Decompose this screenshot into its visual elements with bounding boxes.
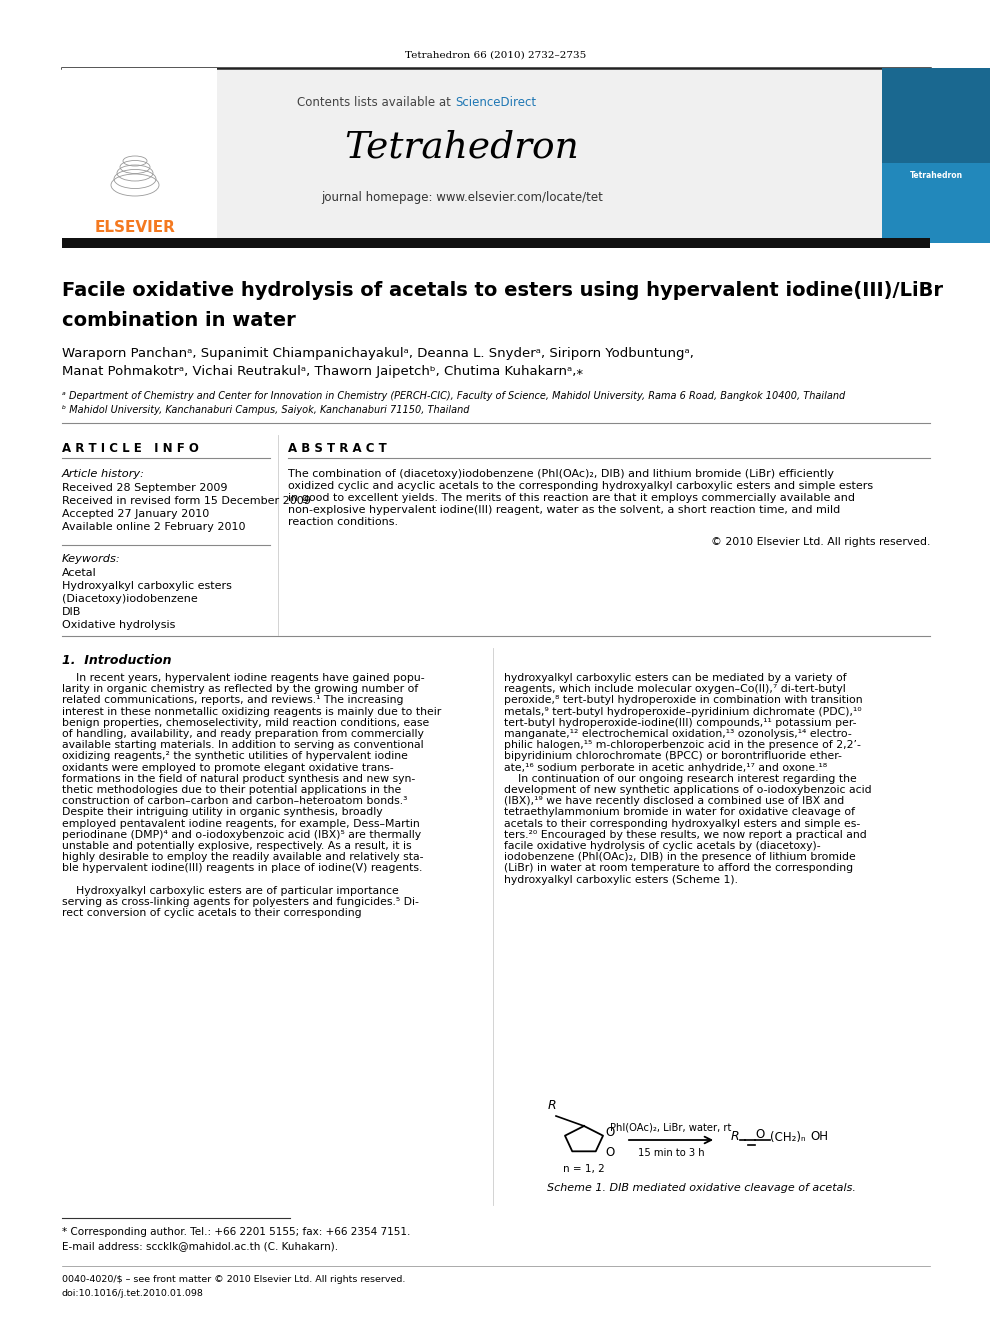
Text: periodinane (DMP)⁴ and o-iodoxybenzoic acid (IBX)⁵ are thermally: periodinane (DMP)⁴ and o-iodoxybenzoic a… — [62, 830, 422, 840]
Text: O: O — [755, 1127, 764, 1140]
Text: ble hypervalent iodine(III) reagents in place of iodine(V) reagents.: ble hypervalent iodine(III) reagents in … — [62, 864, 423, 873]
Text: Hydroxyalkyl carboxylic esters are of particular importance: Hydroxyalkyl carboxylic esters are of pa… — [62, 886, 399, 896]
Text: (CH₂)ₙ: (CH₂)ₙ — [770, 1130, 806, 1143]
Text: * Corresponding author. Tel.: +66 2201 5155; fax: +66 2354 7151.: * Corresponding author. Tel.: +66 2201 5… — [62, 1226, 411, 1237]
Text: The combination of (diacetoxy)iodobenzene (PhI(OAc)₂, DIB) and lithium bromide (: The combination of (diacetoxy)iodobenzen… — [288, 468, 834, 479]
Text: metals,⁹ tert-butyl hydroperoxide–pyridinium dichromate (PDC),¹⁰: metals,⁹ tert-butyl hydroperoxide–pyridi… — [504, 706, 862, 717]
Text: reaction conditions.: reaction conditions. — [288, 517, 398, 527]
Text: ELSEVIER: ELSEVIER — [94, 221, 176, 235]
Bar — [62, 67, 930, 243]
Text: PhI(OAc)₂, LiBr, water, rt: PhI(OAc)₂, LiBr, water, rt — [610, 1122, 732, 1132]
Text: interest in these nonmetallic oxidizing reagents is mainly due to their: interest in these nonmetallic oxidizing … — [62, 706, 441, 717]
Text: R: R — [731, 1130, 740, 1143]
Text: Facile oxidative hydrolysis of acetals to esters using hypervalent iodine(III)/L: Facile oxidative hydrolysis of acetals t… — [62, 282, 943, 300]
Text: A R T I C L E   I N F O: A R T I C L E I N F O — [62, 442, 198, 455]
Text: Acetal: Acetal — [62, 568, 97, 578]
Text: ate,¹⁶ sodium perborate in acetic anhydride,¹⁷ and oxone.¹⁸: ate,¹⁶ sodium perborate in acetic anhydr… — [504, 762, 827, 773]
Text: in good to excellent yields. The merits of this reaction are that it employs com: in good to excellent yields. The merits … — [288, 493, 855, 503]
Text: tetraethylammonium bromide in water for oxidative cleavage of: tetraethylammonium bromide in water for … — [504, 807, 855, 818]
Text: Scheme 1. DIB mediated oxidative cleavage of acetals.: Scheme 1. DIB mediated oxidative cleavag… — [547, 1183, 855, 1193]
Text: Despite their intriguing utility in organic synthesis, broadly: Despite their intriguing utility in orga… — [62, 807, 383, 818]
Text: ScienceDirect: ScienceDirect — [455, 97, 536, 110]
Text: iodobenzene (PhI(OAc)₂, DIB) in the presence of lithium bromide: iodobenzene (PhI(OAc)₂, DIB) in the pres… — [504, 852, 856, 863]
Text: larity in organic chemistry as reflected by the growing number of: larity in organic chemistry as reflected… — [62, 684, 419, 695]
Text: philic halogen,¹⁵ m-chloroperbenzoic acid in the presence of 2,2’-: philic halogen,¹⁵ m-chloroperbenzoic aci… — [504, 740, 861, 750]
Text: Received in revised form 15 December 2009: Received in revised form 15 December 200… — [62, 496, 310, 505]
Text: journal homepage: www.elsevier.com/locate/tet: journal homepage: www.elsevier.com/locat… — [321, 192, 603, 205]
Text: Received 28 September 2009: Received 28 September 2009 — [62, 483, 227, 493]
Bar — [62, 67, 217, 243]
Text: facile oxidative hydrolysis of cyclic acetals by (diacetoxy)-: facile oxidative hydrolysis of cyclic ac… — [504, 841, 820, 851]
Text: Accepted 27 January 2010: Accepted 27 January 2010 — [62, 509, 209, 519]
Text: ters.²⁰ Encouraged by these results, we now report a practical and: ters.²⁰ Encouraged by these results, we … — [504, 830, 867, 840]
Text: construction of carbon–carbon and carbon–heteroatom bonds.³: construction of carbon–carbon and carbon… — [62, 796, 408, 806]
Text: In continuation of our ongoing research interest regarding the: In continuation of our ongoing research … — [504, 774, 857, 783]
Text: O: O — [605, 1126, 614, 1139]
Text: n = 1, 2: n = 1, 2 — [563, 1164, 605, 1174]
Text: highly desirable to employ the readily available and relatively sta-: highly desirable to employ the readily a… — [62, 852, 424, 863]
Text: benign properties, chemoselectivity, mild reaction conditions, ease: benign properties, chemoselectivity, mil… — [62, 718, 430, 728]
Text: doi:10.1016/j.tet.2010.01.098: doi:10.1016/j.tet.2010.01.098 — [62, 1290, 204, 1298]
Text: ᵇ Mahidol University, Kanchanaburi Campus, Saiyok, Kanchanaburi 71150, Thailand: ᵇ Mahidol University, Kanchanaburi Campu… — [62, 405, 469, 415]
Text: 1.  Introduction: 1. Introduction — [62, 654, 172, 667]
Text: O: O — [605, 1146, 614, 1159]
Text: Manat Pohmakotrᵃ, Vichai Reutrakulᵃ, Thaworn Jaipetchᵇ, Chutima Kuhakarnᵃ,⁎: Manat Pohmakotrᵃ, Vichai Reutrakulᵃ, Tha… — [62, 365, 583, 378]
Bar — [882, 67, 990, 243]
Text: tert-butyl hydroperoxide-iodine(III) compounds,¹¹ potassium per-: tert-butyl hydroperoxide-iodine(III) com… — [504, 718, 856, 728]
Text: of handling, availability, and ready preparation from commercially: of handling, availability, and ready pre… — [62, 729, 424, 740]
Text: available starting materials. In addition to serving as conventional: available starting materials. In additio… — [62, 740, 424, 750]
Text: © 2010 Elsevier Ltd. All rights reserved.: © 2010 Elsevier Ltd. All rights reserved… — [710, 537, 930, 546]
Text: Tetrahedron 66 (2010) 2732–2735: Tetrahedron 66 (2010) 2732–2735 — [406, 50, 586, 60]
Text: non-explosive hypervalent iodine(III) reagent, water as the solvent, a short rea: non-explosive hypervalent iodine(III) re… — [288, 505, 840, 515]
Text: reagents, which include molecular oxygen–Co(II),⁷ di-tert-butyl: reagents, which include molecular oxygen… — [504, 684, 846, 695]
Text: bipyridinium chlorochromate (BPCC) or borontrifluoride ether-: bipyridinium chlorochromate (BPCC) or bo… — [504, 751, 842, 762]
Text: 0040-4020/$ – see front matter © 2010 Elsevier Ltd. All rights reserved.: 0040-4020/$ – see front matter © 2010 El… — [62, 1275, 406, 1285]
Text: Waraporn Panchanᵃ, Supanimit Chiampanichayakulᵃ, Deanna L. Snyderᵃ, Siriporn Yod: Waraporn Panchanᵃ, Supanimit Chiampanich… — [62, 348, 693, 360]
Text: Available online 2 February 2010: Available online 2 February 2010 — [62, 523, 245, 532]
Text: oxidants were employed to promote elegant oxidative trans-: oxidants were employed to promote elegan… — [62, 762, 394, 773]
Text: oxidizing reagents,² the synthetic utilities of hypervalent iodine: oxidizing reagents,² the synthetic utili… — [62, 751, 408, 762]
Text: development of new synthetic applications of o-iodoxybenzoic acid: development of new synthetic application… — [504, 785, 872, 795]
Text: serving as cross-linking agents for polyesters and fungicides.⁵ Di-: serving as cross-linking agents for poly… — [62, 897, 419, 908]
Text: unstable and potentially explosive, respectively. As a result, it is: unstable and potentially explosive, resp… — [62, 841, 412, 851]
Text: formations in the field of natural product synthesis and new syn-: formations in the field of natural produ… — [62, 774, 416, 783]
Text: Keywords:: Keywords: — [62, 554, 121, 564]
Bar — [62, 238, 930, 247]
Text: (Diacetoxy)iodobenzene: (Diacetoxy)iodobenzene — [62, 594, 197, 605]
Text: thetic methodologies due to their potential applications in the: thetic methodologies due to their potent… — [62, 785, 401, 795]
Text: rect conversion of cyclic acetals to their corresponding: rect conversion of cyclic acetals to the… — [62, 908, 362, 918]
Text: 15 min to 3 h: 15 min to 3 h — [638, 1148, 704, 1158]
Text: acetals to their corresponding hydroxyalkyl esters and simple es-: acetals to their corresponding hydroxyal… — [504, 819, 860, 828]
Text: In recent years, hypervalent iodine reagents have gained popu-: In recent years, hypervalent iodine reag… — [62, 673, 425, 683]
Text: A B S T R A C T: A B S T R A C T — [288, 442, 387, 455]
Text: Tetrahedron: Tetrahedron — [344, 130, 579, 165]
Text: related communications, reports, and reviews.¹ The increasing: related communications, reports, and rev… — [62, 696, 404, 705]
Text: combination in water: combination in water — [62, 311, 296, 329]
Text: hydroxyalkyl carboxylic esters can be mediated by a variety of: hydroxyalkyl carboxylic esters can be me… — [504, 673, 846, 683]
Bar — [882, 163, 990, 243]
Text: peroxide,⁸ tert-butyl hydroperoxide in combination with transition: peroxide,⁸ tert-butyl hydroperoxide in c… — [504, 696, 863, 705]
Text: OH: OH — [810, 1130, 828, 1143]
Text: Oxidative hydrolysis: Oxidative hydrolysis — [62, 620, 176, 630]
Text: R: R — [548, 1099, 557, 1113]
Text: (LiBr) in water at room temperature to afford the corresponding: (LiBr) in water at room temperature to a… — [504, 864, 853, 873]
Text: (IBX),¹⁹ we have recently disclosed a combined use of IBX and: (IBX),¹⁹ we have recently disclosed a co… — [504, 796, 844, 806]
Text: DIB: DIB — [62, 607, 81, 617]
Text: Contents lists available at: Contents lists available at — [298, 97, 455, 110]
Text: ᵃ Department of Chemistry and Center for Innovation in Chemistry (PERCH-CIC), Fa: ᵃ Department of Chemistry and Center for… — [62, 392, 845, 401]
Text: employed pentavalent iodine reagents, for example, Dess–Martin: employed pentavalent iodine reagents, fo… — [62, 819, 420, 828]
Text: E-mail address: sccklk@mahidol.ac.th (C. Kuhakarn).: E-mail address: sccklk@mahidol.ac.th (C.… — [62, 1241, 338, 1252]
Text: oxidized cyclic and acyclic acetals to the corresponding hydroxyalkyl carboxylic: oxidized cyclic and acyclic acetals to t… — [288, 482, 873, 491]
Text: Hydroxyalkyl carboxylic esters: Hydroxyalkyl carboxylic esters — [62, 581, 232, 591]
Text: hydroxyalkyl carboxylic esters (Scheme 1).: hydroxyalkyl carboxylic esters (Scheme 1… — [504, 875, 738, 885]
Text: manganate,¹² electrochemical oxidation,¹³ ozonolysis,¹⁴ electro-: manganate,¹² electrochemical oxidation,¹… — [504, 729, 852, 740]
Text: Tetrahedron: Tetrahedron — [910, 171, 962, 180]
Text: Article history:: Article history: — [62, 468, 145, 479]
